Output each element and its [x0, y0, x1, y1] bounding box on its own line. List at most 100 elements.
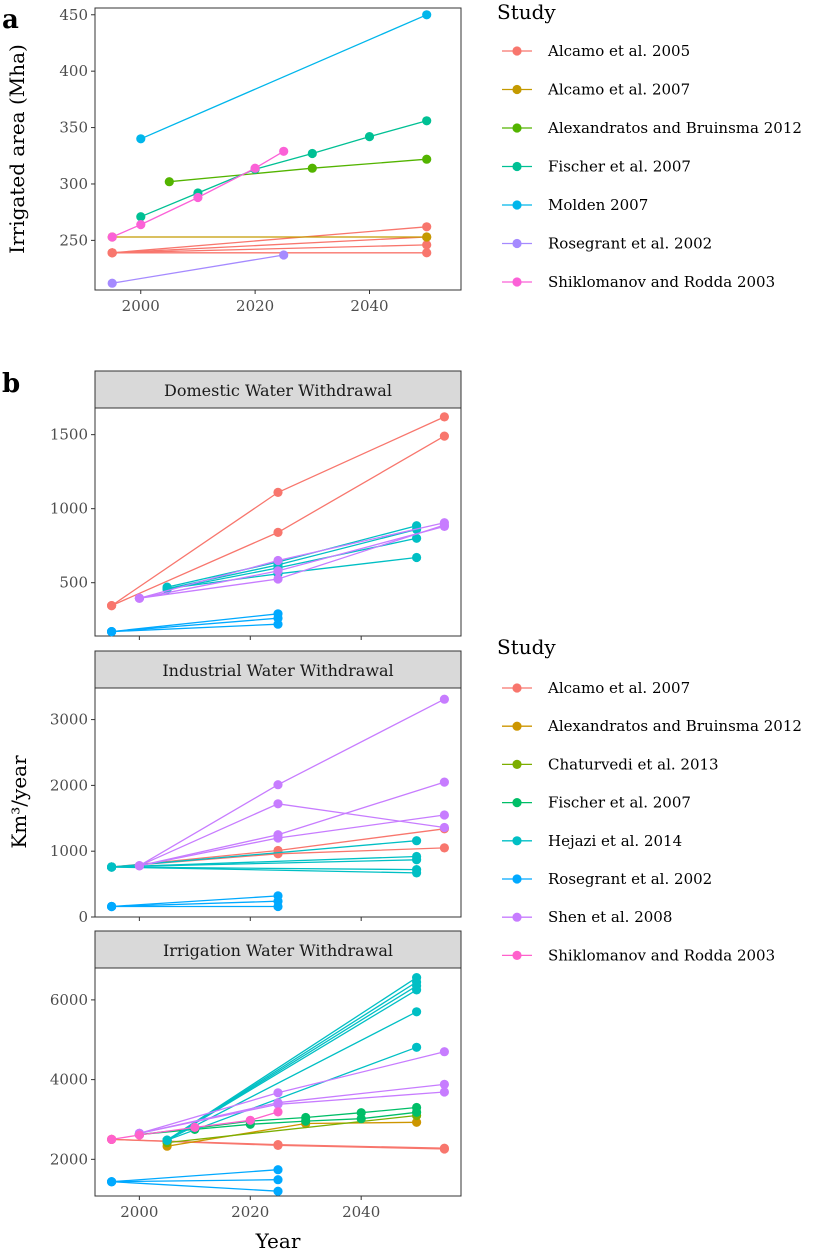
data-point [107, 248, 117, 258]
panel-a-plot-area [94, 7, 462, 291]
series-line [166, 989, 417, 1141]
facet-domestic-frame [94, 407, 462, 637]
data-point [273, 574, 283, 584]
series-line [111, 613, 279, 633]
facet-irrigation-water-withdrawal-y-tick-label: 4000 [50, 1071, 88, 1089]
data-point [107, 901, 117, 912]
panel-a-frame [94, 7, 462, 291]
legend-key-point [512, 950, 522, 961]
facet-industrial-water-withdrawal-series-shen-et-al-2008 [134, 694, 449, 871]
legend-item-shiklomanov-and-rodda-2003: Shiklomanov and Rodda 2003 [502, 946, 775, 964]
data-point [439, 520, 449, 530]
panel-a-legend-title: Study [497, 0, 556, 24]
panel-a-y-axis-title: Irrigated area (Mha) [5, 44, 29, 254]
series-line [111, 895, 279, 908]
legend-key-point [512, 836, 522, 846]
data-point [107, 627, 117, 637]
panel-b-series [107, 412, 449, 1196]
data-point [301, 1116, 311, 1126]
legend-key-point [512, 721, 522, 731]
data-point [412, 836, 422, 846]
data-point [273, 487, 283, 497]
legend-key-point [512, 46, 522, 56]
data-point [273, 1088, 283, 1098]
facet-industrial-water-withdrawal-y-tick-label: 1000 [50, 842, 88, 860]
facet-industrial-water-withdrawal-series-hejazi-et-al-2014 [107, 836, 422, 878]
facet-domestic-water-withdrawal-series-shen-et-al-2008 [134, 518, 449, 603]
legend-item-alcamo-et-al-2007: Alcamo et al. 2007 [502, 81, 690, 99]
legend-label: Alcamo et al. 2005 [547, 42, 690, 60]
panel-a-y-tick-label: 350 [59, 119, 88, 137]
facet-irrigation-strip-label: Irrigation Water Withdrawal [163, 941, 393, 960]
facet-domestic-strip-label: Domestic Water Withdrawal [164, 381, 392, 400]
data-point [412, 552, 422, 563]
data-point [279, 146, 289, 156]
legend-key-point [512, 683, 522, 693]
facet-irrigation-water-withdrawal-y-tick-label: 6000 [50, 991, 88, 1009]
series-line [112, 226, 427, 254]
data-point [273, 1099, 283, 1109]
series-line [166, 1046, 417, 1141]
data-point [193, 192, 203, 203]
data-point [107, 278, 117, 288]
panel-a-series-rosegrant-et-al-2002 [107, 250, 289, 288]
data-point [245, 1115, 255, 1125]
legend-key-point [512, 84, 522, 95]
data-point [273, 901, 283, 912]
data-point [273, 1140, 283, 1150]
legend-key-point [512, 123, 522, 133]
series-line [140, 14, 427, 140]
data-point [439, 822, 449, 833]
data-point [136, 220, 146, 230]
facet-irrigation-frame [94, 967, 462, 1197]
legend-item-hejazi-et-al-2014: Hejazi et al. 2014 [502, 832, 682, 850]
facet-irrigation-water-withdrawal-series-shiklomanov-and-rodda-2003 [107, 1107, 283, 1144]
data-point [162, 1135, 172, 1145]
legend-item-alexandratos-and-bruinsma-2012: Alexandratos and Bruinsma 2012 [502, 119, 802, 137]
facet-industrial-water-withdrawal-series-rosegrant-et-al-2002 [107, 891, 283, 912]
legend-key-point [512, 759, 522, 770]
panel-a-y-tick-label: 300 [59, 175, 88, 193]
legend-item-rosegrant-et-al-2002: Rosegrant et al. 2002 [502, 235, 712, 253]
data-point [422, 232, 432, 242]
legend-label: Fischer et al. 2007 [548, 794, 691, 812]
data-point [439, 694, 449, 704]
legend-item-rosegrant-et-al-2002: Rosegrant et al. 2002 [502, 870, 712, 888]
panel-label-a: a [2, 5, 19, 35]
facet-irrigation: Irrigation Water Withdrawal [94, 930, 462, 1197]
facet-domestic-water-withdrawal-series-alcamo-et-al-2007 [107, 412, 449, 611]
panel-a-y-tick-label: 450 [59, 6, 88, 24]
legend-label: Shiklomanov and Rodda 2003 [548, 273, 775, 291]
series-line [111, 1181, 279, 1192]
series-line [167, 1114, 417, 1144]
series-line [111, 866, 417, 874]
data-point [107, 1177, 117, 1187]
data-point [412, 1107, 422, 1117]
panel-a-y-tick-label: 400 [59, 62, 88, 80]
legend-item-alcamo-et-al-2005: Alcamo et al. 2005 [502, 42, 690, 60]
panel-b-y-axis-title: Km³/year [7, 755, 31, 849]
legend-key-point [512, 161, 522, 172]
data-point [273, 527, 283, 538]
data-point [250, 163, 260, 173]
data-point [412, 855, 422, 865]
legend-label: Alcamo et al. 2007 [547, 81, 690, 99]
facet-irrigation-water-withdrawal-x-tick-label: 2020 [231, 1203, 269, 1221]
data-point [190, 1122, 200, 1132]
series-line [112, 236, 427, 254]
data-point [422, 10, 432, 20]
panel-a-series-alcamo-et-al-2005 [107, 222, 432, 258]
legend-key-point [512, 798, 522, 808]
legend-item-shen-et-al-2008: Shen et al. 2008 [502, 908, 672, 926]
facet-irrigation-water-withdrawal-x-tick-label: 2040 [342, 1203, 380, 1221]
data-point [412, 1007, 422, 1017]
series-line [111, 623, 279, 633]
data-point [107, 232, 117, 242]
facet-industrial-water-withdrawal-y-tick-label: 2000 [50, 776, 88, 794]
data-point [307, 163, 317, 173]
legend-label: Alcamo et al. 2007 [547, 679, 690, 697]
legend-label: Molden 2007 [548, 196, 648, 214]
series-line [111, 1169, 279, 1183]
data-point [412, 985, 422, 995]
data-point [136, 212, 146, 222]
